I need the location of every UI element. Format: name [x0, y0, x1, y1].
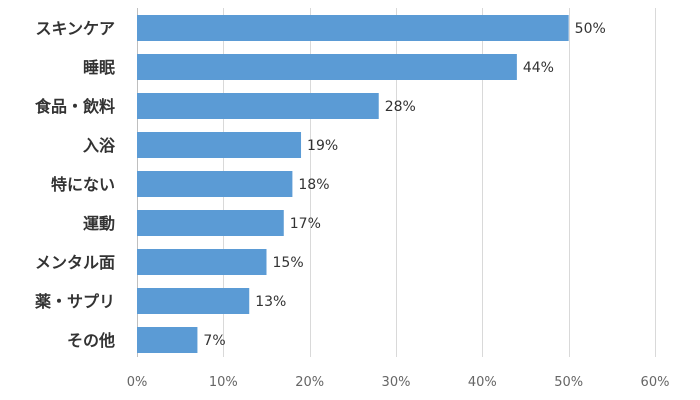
data-label-3: 19%: [307, 138, 338, 154]
category-label-4: 特にない: [51, 175, 115, 194]
data-label-8: 7%: [203, 333, 225, 349]
data-label-0: 50%: [575, 21, 606, 37]
bar-0: [137, 15, 569, 41]
bar-8: [137, 327, 198, 353]
category-label-3: 入浴: [83, 136, 116, 155]
category-label-2: 食品・飲料: [34, 97, 115, 116]
bar-7: [137, 288, 250, 314]
category-label-7: 薬・サプリ: [34, 292, 115, 311]
category-label-6: メンタル面: [35, 253, 115, 272]
data-label-5: 17%: [290, 216, 321, 232]
bar-3: [137, 132, 302, 158]
bar-4: [137, 171, 293, 197]
data-label-7: 13%: [255, 294, 286, 310]
data-label-6: 15%: [273, 255, 304, 271]
x-tick-label-10: 10%: [209, 375, 238, 390]
x-axis-tick-labels: 0% 10% 20% 30% 40% 50% 60%: [127, 375, 670, 390]
bar-2: [137, 93, 379, 119]
x-tick-label-50: 50%: [554, 375, 583, 390]
data-labels: 50% 44% 28% 19% 18% 17% 15% 13% 7%: [203, 21, 605, 349]
x-tick-label-30: 30%: [382, 375, 411, 390]
data-label-4: 18%: [298, 177, 329, 193]
bars: [137, 15, 569, 353]
bar-5: [137, 210, 284, 236]
x-tick-label-20: 20%: [295, 375, 324, 390]
category-label-8: その他: [67, 331, 115, 350]
bar-1: [137, 54, 517, 80]
bar-6: [137, 249, 267, 275]
category-label-1: 睡眠: [83, 58, 115, 77]
data-label-2: 28%: [385, 99, 416, 115]
x-tick-label-0: 0%: [127, 375, 148, 390]
category-label-5: 運動: [83, 214, 115, 233]
x-tick-label-40: 40%: [468, 375, 497, 390]
category-label-0: スキンケア: [35, 19, 115, 38]
data-label-1: 44%: [523, 60, 554, 76]
x-tick-label-60: 60%: [641, 375, 670, 390]
